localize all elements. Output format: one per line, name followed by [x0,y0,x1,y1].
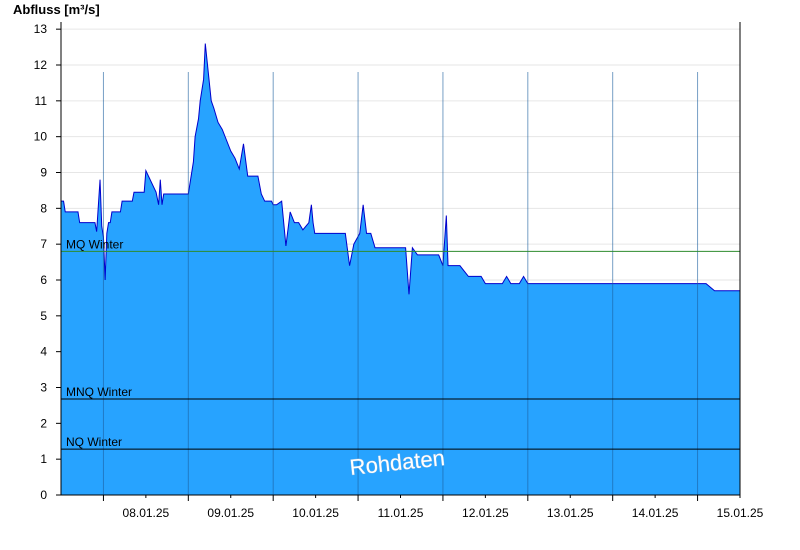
reference-label: MQ Winter [66,237,123,251]
y-axis-label: Abfluss [m³/s] [13,2,100,17]
x-tick-label: 09.01.25 [207,506,254,520]
y-tick-label: 8 [40,201,47,215]
y-tick-label: 4 [40,345,47,359]
x-tick-label: 10.01.25 [292,506,339,520]
x-tick-label: 14.01.25 [632,506,679,520]
x-ticks: 08.01.25 09.01.25 10.01.25 11.01.25 12.01.25… [102,495,764,520]
day-separators [102,72,699,495]
reference-label: NQ Winter [66,435,122,449]
y-tick-label: 3 [40,381,47,395]
area-fill [61,43,740,495]
x-tick-label: 08.01.25 [123,506,170,520]
y-tick-label: 10 [34,130,48,144]
y-tick-label: 5 [40,309,47,323]
y-tick-label: 9 [40,166,47,180]
x-tick-label: 13.01.25 [547,506,594,520]
y-tick-label: 2 [40,416,47,430]
y-tick-label: 6 [40,273,47,287]
x-tick-label: 11.01.25 [378,506,424,520]
y-tick-label: 7 [40,237,47,251]
x-tick-label: 12.01.25 [462,506,509,520]
y-tick-label: 11 [35,94,48,108]
series-line [61,43,740,295]
y-tick-label: 13 [34,22,48,36]
reference-label: MNQ Winter [66,385,132,399]
y-tick-label: 12 [34,58,48,72]
y-tick-label: 1 [40,452,47,466]
reference-lines: MQ Winter MNQ Winter NQ Winter [61,237,740,450]
discharge-area [61,43,740,495]
x-tick-label: 15.01.25 [717,506,764,520]
y-tick-label: 0 [40,488,47,502]
